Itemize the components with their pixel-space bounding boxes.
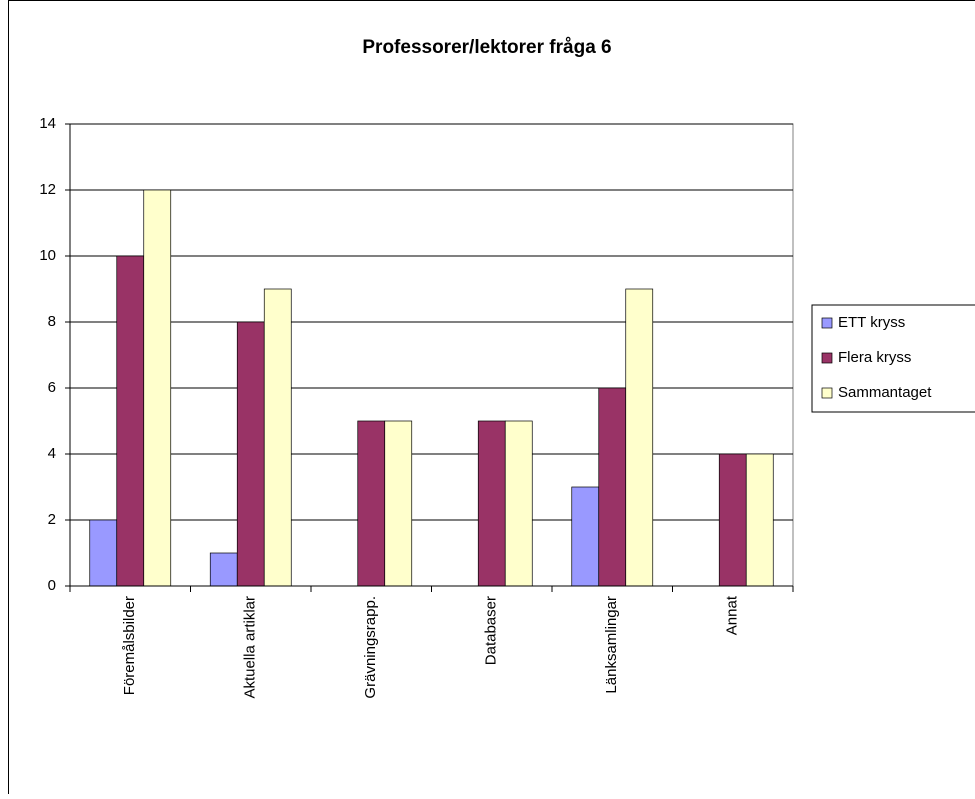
x-tick-label: Databaser xyxy=(483,596,500,665)
bar xyxy=(746,454,773,586)
legend-label: Flera kryss xyxy=(838,349,911,366)
bar xyxy=(144,190,171,586)
y-tick-label: 2 xyxy=(48,511,56,528)
legend-label: ETT kryss xyxy=(838,314,905,331)
x-tick-label: Föremålsbilder xyxy=(121,596,138,695)
legend-label: Sammantaget xyxy=(838,384,932,401)
x-tick-label: Annat xyxy=(724,595,741,635)
chart-title: Professorer/lektorer fråga 6 xyxy=(362,37,611,58)
y-tick-label: 0 xyxy=(48,577,56,594)
y-tick-label: 12 xyxy=(39,181,56,198)
bar xyxy=(264,289,291,586)
bar xyxy=(505,421,532,586)
y-tick-label: 14 xyxy=(39,115,56,132)
y-tick-label: 6 xyxy=(48,379,56,396)
legend-swatch xyxy=(822,353,832,363)
legend-swatch xyxy=(822,388,832,398)
bar xyxy=(90,520,117,586)
y-tick-label: 10 xyxy=(39,247,56,264)
bar xyxy=(599,388,626,586)
x-tick-label: Länksamlingar xyxy=(603,596,620,694)
x-tick-label: Grävningsrapp. xyxy=(362,596,379,699)
bar xyxy=(572,487,599,586)
bar xyxy=(385,421,412,586)
bar xyxy=(478,421,505,586)
bar xyxy=(626,289,653,586)
y-tick-label: 8 xyxy=(48,313,56,330)
x-tick-label: Aktuella artiklar xyxy=(242,596,259,699)
y-tick-label: 4 xyxy=(48,445,56,462)
bar xyxy=(237,322,264,586)
bar xyxy=(117,256,144,586)
bar xyxy=(719,454,746,586)
legend-swatch xyxy=(822,318,832,328)
plot-area xyxy=(70,124,793,586)
bar xyxy=(358,421,385,586)
bar xyxy=(210,553,237,586)
